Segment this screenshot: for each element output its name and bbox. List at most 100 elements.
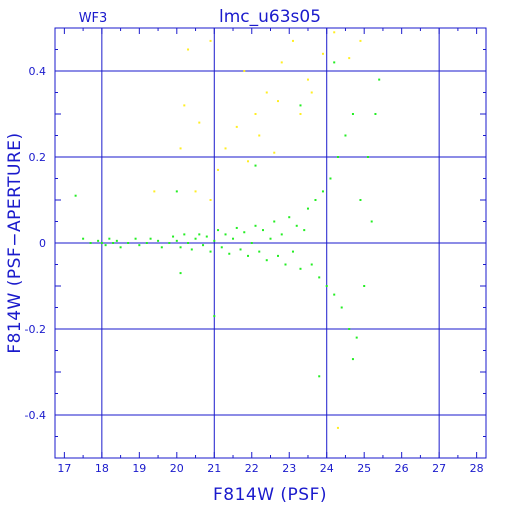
data-point [224, 147, 227, 150]
data-point [209, 199, 212, 201]
data-point [269, 237, 272, 240]
data-point [100, 242, 103, 244]
data-point [179, 246, 182, 249]
data-point [299, 104, 302, 107]
data-point [321, 52, 324, 55]
data-point [228, 252, 231, 255]
data-point [254, 224, 257, 227]
x-tick-label: 25 [357, 462, 371, 475]
data-point [258, 134, 261, 137]
data-points [74, 31, 381, 429]
data-point [190, 248, 193, 251]
x-tick-label: 27 [432, 462, 446, 475]
data-point [333, 31, 336, 34]
data-point [325, 285, 328, 287]
chart-title: lmc_u63s05 [219, 7, 321, 27]
data-point [355, 336, 358, 339]
data-point [247, 160, 250, 163]
data-point [224, 233, 227, 236]
data-point [115, 239, 118, 242]
data-point [198, 233, 201, 236]
data-point [183, 233, 186, 236]
data-point [303, 229, 306, 232]
data-point [89, 242, 92, 244]
data-point [359, 199, 362, 201]
data-point [363, 285, 366, 287]
x-tick-label: 18 [95, 462, 109, 475]
data-point [194, 190, 197, 193]
data-point [217, 168, 220, 171]
data-point [262, 229, 265, 232]
data-point [333, 293, 336, 296]
data-point [340, 306, 343, 309]
data-point [157, 239, 160, 242]
data-point [209, 250, 212, 253]
data-point [348, 328, 351, 330]
data-point [288, 216, 291, 219]
data-point [310, 91, 313, 94]
data-point [149, 237, 152, 240]
y-tick-label: 0.4 [29, 65, 47, 78]
y-tick-label: 0 [39, 237, 46, 250]
data-point [299, 113, 302, 115]
data-point [235, 226, 238, 229]
data-point [213, 239, 216, 242]
data-point [273, 220, 276, 223]
data-point [213, 315, 216, 318]
data-point [306, 78, 309, 81]
data-point [198, 121, 201, 124]
data-point [306, 207, 309, 210]
data-point [209, 39, 212, 42]
data-point [175, 239, 178, 242]
data-point [138, 244, 141, 247]
data-point [205, 235, 208, 238]
data-point [265, 91, 268, 94]
data-point [202, 244, 205, 247]
grid [55, 28, 486, 458]
data-point [220, 246, 223, 249]
data-point [336, 156, 339, 158]
data-point [239, 248, 242, 251]
data-point [291, 250, 294, 253]
data-point [295, 224, 298, 227]
data-point [179, 272, 182, 275]
data-point [82, 237, 85, 240]
x-tick-label: 19 [132, 462, 146, 475]
data-point [145, 242, 148, 244]
data-point [318, 276, 321, 279]
data-point [243, 70, 246, 72]
data-point [74, 194, 77, 197]
x-tick-label: 17 [57, 462, 71, 475]
data-point [160, 246, 163, 249]
data-point [235, 125, 238, 128]
data-point [344, 134, 347, 137]
data-point [370, 220, 373, 223]
data-point [314, 199, 317, 201]
data-point [183, 104, 186, 107]
x-tick-label: 20 [170, 462, 184, 475]
y-axis-title: F814W (PSF−APERTURE) [5, 132, 25, 353]
data-point [187, 48, 190, 51]
x-tick-label: 26 [395, 462, 409, 475]
data-point [194, 237, 197, 240]
data-point [112, 242, 115, 244]
data-point [127, 242, 130, 244]
data-point [97, 239, 100, 242]
data-point [265, 259, 268, 262]
data-point [119, 246, 122, 249]
data-point [172, 235, 175, 238]
data-point [284, 263, 287, 266]
data-point [280, 233, 283, 236]
data-point [254, 113, 257, 115]
x-tick-label: 22 [245, 462, 259, 475]
tick-labels: 17 18 19 20 21 22 23 24 25 26 27 28 -0.4 -0.2 0 0.2 0.4 [25, 65, 484, 475]
data-point [310, 263, 313, 266]
data-point [299, 267, 302, 270]
data-point [175, 190, 178, 193]
x-axis-title: F814W (PSF) [213, 485, 327, 505]
data-point [179, 147, 182, 150]
x-tick-label: 21 [207, 462, 221, 475]
x-tick-label: 23 [282, 462, 296, 475]
